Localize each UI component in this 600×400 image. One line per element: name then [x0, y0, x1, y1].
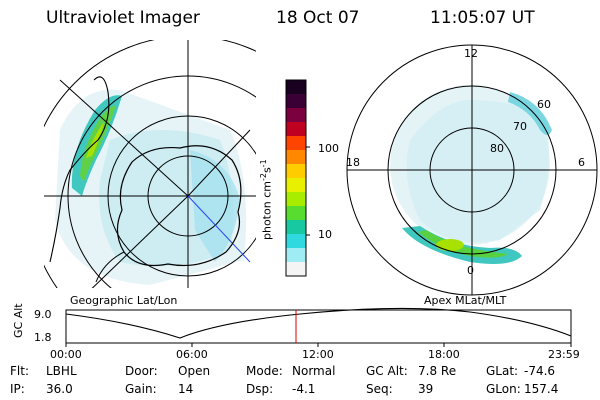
mlt-image — [347, 45, 597, 295]
mlt-label-bottom: 0 — [467, 264, 474, 277]
info-value: 36.0 — [46, 382, 73, 396]
info-value: 157.4 — [524, 382, 559, 396]
antarctica-coastline — [116, 145, 242, 267]
info-key: GLon: — [486, 382, 521, 396]
sun-direction-line — [187, 195, 251, 263]
info-key: Mode: — [246, 364, 283, 378]
mlt-grid — [346, 44, 598, 296]
altitude-xtick-4: 23:59 — [548, 348, 580, 361]
colorbar-swatch — [286, 80, 306, 95]
info-key: Door: — [125, 364, 158, 378]
info-value: 39 — [418, 382, 434, 396]
info-key: GC Alt: — [366, 364, 408, 378]
colorbar-swatch — [286, 94, 306, 109]
info-value: 7.8 Re — [418, 364, 457, 378]
time-label: 11:05:07 UT — [430, 8, 535, 28]
mlt-label-right: 6 — [578, 156, 585, 169]
colorbar-swatch — [286, 192, 306, 207]
info-key: Seq: — [366, 382, 393, 396]
colorbar-swatch — [286, 136, 306, 151]
colorbar-swatch — [286, 150, 306, 165]
info-key: Flt: — [10, 364, 29, 378]
colorbar-tick-100: 100 — [318, 142, 339, 155]
altitude-ytick-high: 9.0 — [34, 308, 52, 321]
mlt-label-left: 18 — [346, 156, 360, 169]
colorbar-swatch — [286, 164, 306, 179]
info-value: Open — [178, 364, 211, 378]
info-value: Normal — [292, 364, 336, 378]
colorbar-swatch — [286, 220, 306, 235]
colorbar-unit-label: photon cm-2s-1 — [259, 159, 274, 240]
colorbar-swatch — [286, 122, 306, 137]
altitude-xtick-0: 00:00 — [50, 348, 82, 361]
colorbar-swatch — [286, 206, 306, 221]
mlat-label-70: 70 — [513, 120, 527, 133]
colorbar-tick-10: 10 — [318, 228, 332, 241]
info-value: -74.6 — [524, 364, 556, 378]
mlt-label-top: 12 — [464, 47, 478, 60]
colorbar-scale — [285, 79, 310, 277]
altitude-xtick-3: 18:00 — [428, 348, 460, 361]
colorbar-frame — [285, 79, 307, 277]
left-panel-caption: Geographic Lat/Lon — [70, 294, 178, 307]
south-america-coastline — [49, 76, 110, 263]
altitude-curve — [65, 307, 572, 339]
info-key: IP: — [10, 382, 25, 396]
info-value: -4.1 — [292, 382, 316, 396]
right-panel-caption: Apex MLat/MLT — [424, 294, 507, 307]
colorbar-swatch — [286, 248, 306, 263]
mlat-label-80: 80 — [490, 142, 504, 155]
altitude-ylabel: GC Alt — [12, 303, 25, 338]
info-key: GLat: — [486, 364, 519, 378]
colorbar-swatch — [286, 108, 306, 123]
altitude-plot-frame — [65, 309, 572, 344]
info-value: LBHL — [46, 364, 77, 378]
mlat-label-60: 60 — [537, 98, 551, 111]
altitude-xtick-2: 12:00 — [302, 348, 334, 361]
instrument-title: Ultraviolet Imager — [46, 8, 200, 28]
info-value: 14 — [178, 382, 194, 396]
altitude-xtick-1: 06:00 — [176, 348, 208, 361]
colorbar-swatch — [286, 262, 306, 277]
date-label: 18 Oct 07 — [276, 8, 360, 28]
info-key: Dsp: — [246, 382, 274, 396]
info-key: Gain: — [125, 382, 157, 396]
altitude-ytick-low: 1.8 — [34, 331, 52, 344]
colorbar-swatch — [286, 234, 306, 249]
colorbar-swatch — [286, 178, 306, 193]
